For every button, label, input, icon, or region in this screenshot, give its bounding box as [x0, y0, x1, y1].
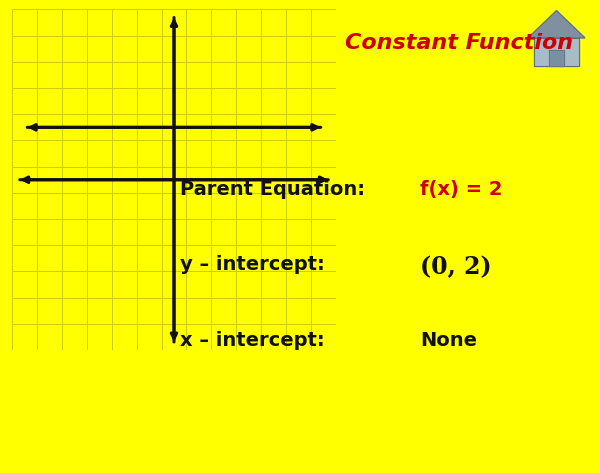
Text: y – intercept:: y – intercept: — [180, 255, 325, 274]
Text: f(x) = 2: f(x) = 2 — [420, 180, 503, 199]
Polygon shape — [535, 38, 578, 66]
Text: None: None — [420, 331, 477, 350]
Text: Parent Equation:: Parent Equation: — [180, 180, 365, 199]
Polygon shape — [549, 50, 564, 66]
Text: x – intercept:: x – intercept: — [180, 331, 325, 350]
Text: (0, 2): (0, 2) — [420, 255, 491, 280]
Text: Constant Function: Constant Function — [345, 33, 573, 53]
Polygon shape — [528, 11, 585, 38]
